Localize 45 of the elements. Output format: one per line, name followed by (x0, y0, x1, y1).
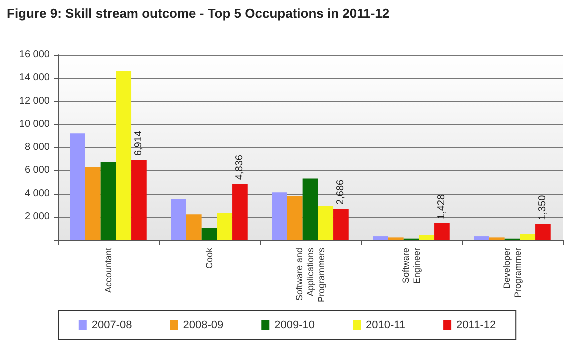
bar (232, 184, 248, 240)
data-label: 4,836 (234, 154, 246, 180)
bar (434, 223, 450, 240)
y-tick-label: 8 000 (24, 142, 50, 153)
data-label: 1,350 (538, 194, 549, 220)
bar (85, 167, 101, 240)
legend-label: 2010-11 (366, 320, 406, 332)
legend-label: 2009-10 (274, 320, 316, 332)
data-label: 6,914 (134, 130, 145, 156)
data-label: 2,686 (336, 179, 347, 205)
bar (100, 162, 116, 240)
chart-title: Figure 9: Skill stream outcome - Top 5 Occupations in 2011-12 (7, 6, 390, 21)
bar (318, 206, 334, 240)
bar (302, 178, 318, 240)
x-tick-label: Developer Programmer (502, 248, 523, 298)
legend-label: 2011-12 (456, 320, 496, 332)
bar (116, 71, 132, 240)
x-tick-label: Cook (204, 248, 214, 270)
bar (70, 134, 86, 240)
y-tick-label: 10 000 (19, 118, 50, 130)
legend-label: 2007-08 (92, 320, 132, 332)
bar (373, 236, 388, 240)
x-tick-label: Accountant (104, 248, 114, 294)
y-tick-label: 16 000 (19, 50, 50, 60)
bar (419, 235, 435, 240)
bar (217, 213, 233, 240)
bar (186, 214, 202, 240)
y-tick-label: 2 000 (24, 211, 50, 222)
bar (536, 224, 551, 240)
bar (474, 236, 490, 240)
x-tick-label: Software Engineer (401, 248, 422, 284)
y-tick-label: 6 000 (24, 165, 50, 176)
bar (171, 200, 186, 240)
bar (132, 160, 147, 240)
legend-label: 2008-09 (183, 320, 224, 332)
bar (272, 192, 288, 240)
y-tick-label: 14 000 (19, 72, 50, 84)
y-tick-label: 4 000 (24, 188, 50, 200)
data-label: 1,428 (436, 194, 448, 220)
bar (202, 228, 218, 240)
bar (520, 234, 536, 240)
x-tick-label: Software and Applications Programmers (294, 248, 326, 303)
bar (287, 196, 303, 240)
bar (334, 208, 349, 240)
y-tick-label: 12 000 (19, 96, 50, 107)
